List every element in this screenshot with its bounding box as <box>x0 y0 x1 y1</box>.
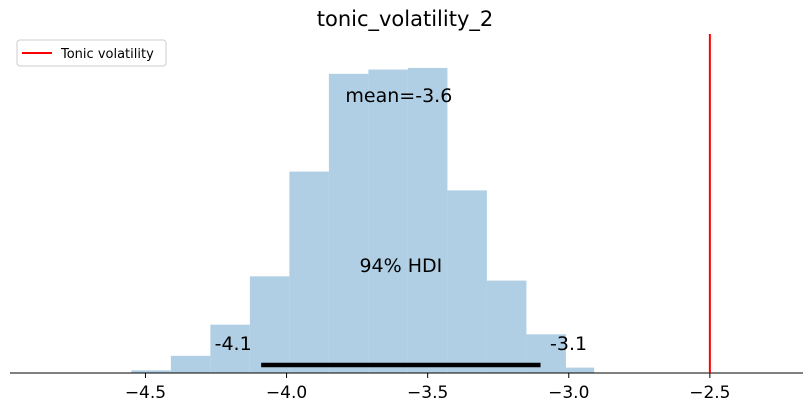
histogram-bars <box>131 67 595 374</box>
histogram-bar-10 <box>486 280 527 373</box>
legend: Tonic volatility <box>16 39 167 67</box>
histogram-bar-3 <box>210 324 250 373</box>
x-axis-ticks: −4.5 −4.0 −3.5 −3.0 −2.5 <box>125 373 731 403</box>
histogram-bar-7 <box>368 69 408 374</box>
histogram-bar-4 <box>249 276 290 373</box>
hdi-low-label: -4.1 <box>215 333 252 355</box>
x-tick-label: −3.0 <box>548 383 589 403</box>
histogram-bar-8 <box>407 67 448 374</box>
hdi-high-label: -3.1 <box>550 333 587 355</box>
histogram-bar-2 <box>170 355 211 373</box>
x-tick-label: −3.5 <box>407 383 448 403</box>
legend-box <box>16 39 167 67</box>
x-tick-label: −2.5 <box>689 383 730 403</box>
x-tick-label: −4.5 <box>125 383 166 403</box>
x-tick-label: −4.0 <box>266 383 307 403</box>
histogram-bar-6 <box>328 73 369 373</box>
mean-label: mean=-3.6 <box>345 85 452 107</box>
histogram-bar-5 <box>289 171 329 373</box>
histogram-bar-12 <box>565 367 595 373</box>
histogram-bar-9 <box>447 190 487 373</box>
chart-title: tonic_volatility_2 <box>317 7 494 32</box>
legend-label: Tonic volatility <box>60 47 154 62</box>
hdi-label: 94% HDI <box>359 255 442 277</box>
histogram-bar-1 <box>131 370 171 373</box>
